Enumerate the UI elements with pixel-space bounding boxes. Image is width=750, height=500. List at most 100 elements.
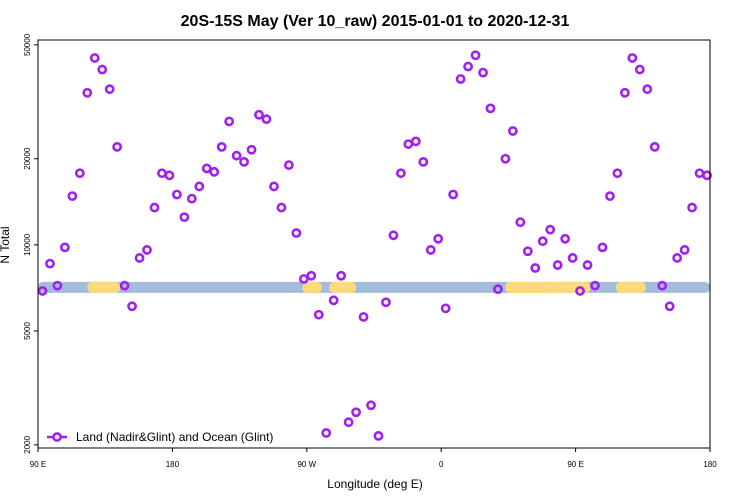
x-tick-label: 180 bbox=[703, 460, 717, 469]
data-point bbox=[45, 258, 55, 269]
data-point bbox=[672, 253, 683, 263]
data-point bbox=[500, 153, 511, 164]
data-point bbox=[507, 126, 518, 136]
data-point bbox=[112, 141, 123, 152]
data-point bbox=[649, 141, 660, 152]
data-point bbox=[194, 181, 205, 192]
legend: Land (Nadir&Glint) and Ocean (Glint) bbox=[47, 430, 273, 444]
data-point bbox=[119, 280, 130, 291]
x-tick-label: 90 E bbox=[567, 460, 583, 469]
legend-marker bbox=[52, 432, 62, 442]
land-band-segment: Land bbox=[329, 281, 357, 293]
data-point bbox=[149, 202, 160, 213]
data-point bbox=[291, 228, 302, 238]
data-point bbox=[269, 181, 279, 192]
data-point bbox=[373, 430, 384, 441]
y-tick-label: 20000 bbox=[23, 147, 32, 170]
data-point bbox=[560, 233, 571, 244]
data-point bbox=[201, 163, 212, 174]
data-point bbox=[485, 103, 496, 114]
data-point bbox=[142, 245, 152, 255]
data-point bbox=[515, 217, 526, 228]
data-point bbox=[134, 253, 145, 263]
data-point bbox=[67, 191, 78, 202]
data-point bbox=[388, 230, 399, 241]
data-point bbox=[351, 407, 361, 418]
data-point bbox=[575, 286, 585, 296]
data-point bbox=[605, 191, 615, 202]
data-point bbox=[186, 193, 197, 204]
data-point bbox=[530, 263, 541, 273]
legend-label: Land (Nadir&Glint) and Ocean (Glint) bbox=[76, 430, 273, 444]
data-point bbox=[224, 116, 235, 127]
data-point bbox=[59, 242, 70, 253]
data-point bbox=[470, 50, 481, 61]
data-point bbox=[627, 53, 638, 63]
data-point bbox=[410, 136, 421, 147]
data-point bbox=[545, 224, 556, 235]
data-point bbox=[455, 74, 466, 84]
x-tick-label: 180 bbox=[166, 460, 180, 469]
data-point bbox=[97, 64, 108, 75]
data-point bbox=[590, 280, 600, 291]
data-point bbox=[231, 150, 242, 161]
data-point bbox=[276, 202, 287, 213]
data-point bbox=[321, 428, 332, 438]
data-point bbox=[37, 286, 48, 296]
data-point bbox=[403, 139, 414, 149]
data-point bbox=[567, 253, 578, 263]
data-points bbox=[37, 50, 712, 441]
x-tick-label: 90 E bbox=[30, 460, 46, 469]
data-point bbox=[522, 246, 533, 257]
data-point bbox=[493, 284, 503, 295]
data-point bbox=[679, 245, 690, 255]
data-point bbox=[582, 260, 593, 270]
data-point bbox=[104, 84, 115, 95]
data-point bbox=[179, 212, 190, 223]
x-tick-label: 90 W bbox=[297, 460, 316, 469]
data-point bbox=[634, 64, 645, 75]
data-point bbox=[313, 309, 324, 320]
data-point bbox=[89, 53, 100, 63]
data-point bbox=[463, 61, 473, 72]
data-point bbox=[246, 144, 257, 155]
data-point bbox=[702, 170, 712, 181]
ocean-land-band: OceanLandLandLandLandLandLand bbox=[38, 281, 710, 293]
data-point bbox=[552, 260, 563, 270]
land-band-segment: Land bbox=[505, 281, 591, 293]
data-point bbox=[306, 270, 317, 281]
land-band-segment: Land bbox=[615, 281, 646, 293]
data-point bbox=[127, 301, 137, 312]
data-point bbox=[82, 87, 93, 98]
data-point bbox=[171, 189, 182, 200]
x-axis: 90 E 180 90 W 0 90 E 180 bbox=[30, 448, 717, 469]
x-axis-label: Longitude (deg E) bbox=[327, 477, 422, 491]
y-tick-label: 10000 bbox=[23, 233, 32, 256]
y-tick-label: 5000 bbox=[23, 322, 32, 340]
x-tick-label: 0 bbox=[439, 460, 444, 469]
y-tick-label: 50000 bbox=[23, 33, 32, 56]
land-band-segment: Land bbox=[87, 281, 121, 293]
data-point bbox=[216, 141, 227, 152]
land-band-segment: Land bbox=[302, 281, 322, 293]
data-point bbox=[694, 168, 705, 179]
data-point bbox=[597, 242, 608, 253]
data-point bbox=[164, 170, 175, 181]
data-point bbox=[298, 274, 309, 284]
data-point bbox=[687, 202, 697, 213]
data-point bbox=[657, 280, 668, 291]
data-point bbox=[664, 301, 675, 312]
data-point bbox=[448, 189, 459, 200]
y-axis: 2000 5000 10000 20000 50000 bbox=[23, 33, 38, 454]
data-point bbox=[336, 270, 347, 281]
data-point bbox=[209, 166, 220, 177]
data-point bbox=[74, 168, 85, 179]
data-point bbox=[358, 312, 369, 322]
y-axis-label: N Total bbox=[0, 226, 12, 263]
data-point bbox=[261, 114, 272, 125]
chart-title: 20S-15S May (Ver 10_raw) 2015-01-01 to 2… bbox=[181, 13, 570, 30]
data-point bbox=[395, 168, 406, 179]
data-point bbox=[52, 280, 63, 291]
data-point bbox=[343, 417, 354, 428]
